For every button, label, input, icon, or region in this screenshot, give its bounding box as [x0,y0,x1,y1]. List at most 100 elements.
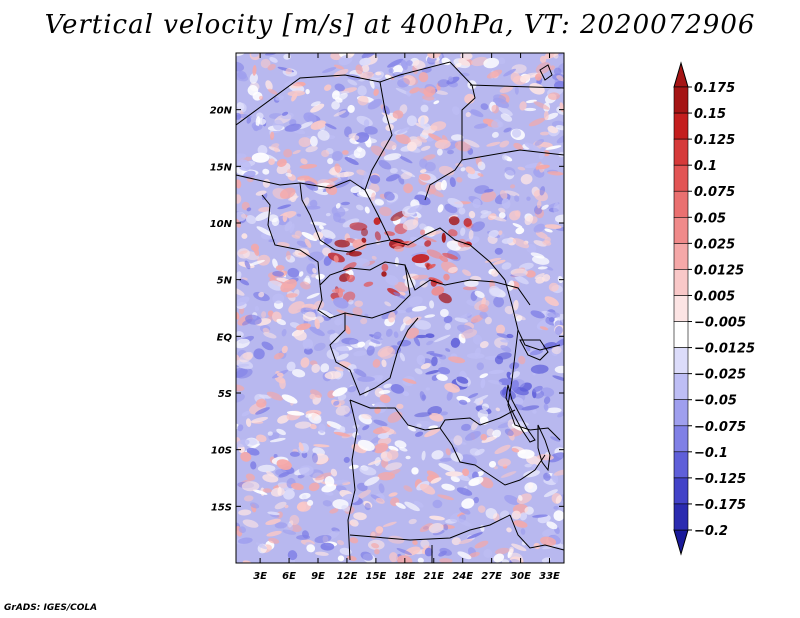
colorbar-label: 0.025 [694,237,735,252]
field-blob [498,207,506,213]
field-blob [415,334,429,339]
field-blob [285,68,293,75]
colorbar-label: −0.1 [694,446,728,461]
field-blob [236,286,245,296]
colorbar-segment [673,503,689,531]
field-blob [513,299,519,311]
field-blob [299,163,318,169]
field-blob [261,311,267,319]
field-blob [308,482,320,492]
field-blob [446,240,461,251]
field-blob [281,328,287,337]
field-blob [403,485,413,492]
border-line [347,399,358,561]
field-blob [333,110,347,117]
field-blob [453,58,471,69]
field-blob [533,223,546,233]
border-line [364,81,393,241]
colorbar: 0.175 0.15 0.125 0.1 0.075 0.05 0.025 0.0125 0.0… [673,61,755,556]
field-blob [464,279,479,288]
field-blob [265,518,281,526]
field-blob [423,86,436,97]
field-blob [411,274,429,280]
field-blob [480,378,486,389]
colorbar-segment [673,451,689,479]
field-blob [414,431,424,437]
field-blob [518,494,523,501]
field-blob [289,451,300,457]
colorbar-label: 0.125 [694,133,735,148]
field-blob [320,363,330,373]
field-blob [419,523,434,533]
field-blob [348,299,354,305]
field-blob [320,542,335,551]
field-blob [286,361,296,372]
field-blob [403,183,414,194]
field-blob [420,104,429,113]
colorbar-label: −0.2 [694,524,728,539]
field-blob [416,354,426,366]
field-blob [236,296,250,307]
field-blob [340,201,351,206]
field-blob [471,221,485,232]
field-blob [555,214,564,224]
field-blob [371,255,377,260]
field-blob [444,323,452,330]
field-blob [334,163,341,173]
field-blob [248,259,265,266]
field-blob [267,431,273,436]
field-blob [422,237,437,243]
field-blob [517,166,526,171]
field-blob [503,127,512,133]
field-blob [390,384,405,394]
field-blob [336,171,355,178]
field-blob [479,341,489,349]
field-blob [253,246,260,256]
lon-label: 21E [423,571,444,582]
field-blob [302,338,314,350]
field-blob [354,300,364,307]
field-blob [533,542,541,550]
field-blob [405,307,414,313]
lat-label: 5S [218,389,232,400]
field-blob [374,548,380,555]
field-blob [261,341,274,351]
field-blob [514,195,520,202]
field-blob [445,471,463,477]
field-blob [406,141,417,152]
field-blob [388,492,398,497]
field-blob [236,338,250,349]
field-blob [544,53,561,60]
field-blob [255,116,261,127]
lake-outline [537,424,551,472]
field-blob [252,489,268,495]
field-blob [257,464,276,473]
field-blob [440,411,448,416]
field-blob [337,92,348,101]
field-blob [456,487,473,496]
field-blob [504,190,520,197]
field-blob [281,345,288,354]
field-blob [495,324,506,334]
field-blob [262,168,270,175]
field-blob [421,450,426,461]
field-blob [422,154,436,161]
field-blob [510,184,516,189]
field-blob [284,221,293,232]
border-line [461,149,564,161]
field-blob [256,226,273,236]
field-blob [534,138,545,146]
field-blob [550,436,561,442]
field-blob [255,407,270,415]
field-blob [305,145,318,153]
field-blob [510,268,528,277]
field-blob [486,141,501,147]
field-blob [454,141,471,152]
field-blob [304,238,312,248]
field-blob [364,502,371,511]
map-panel: 20N 15N 10N 5N EQ 5S 10S 15S 3E 6E 9E 12E 15E 18E 21E 2… [210,52,565,582]
field-blob [524,215,534,226]
lon-label: 30E [510,571,531,582]
field-blob [320,229,336,240]
field-blob [311,273,317,278]
